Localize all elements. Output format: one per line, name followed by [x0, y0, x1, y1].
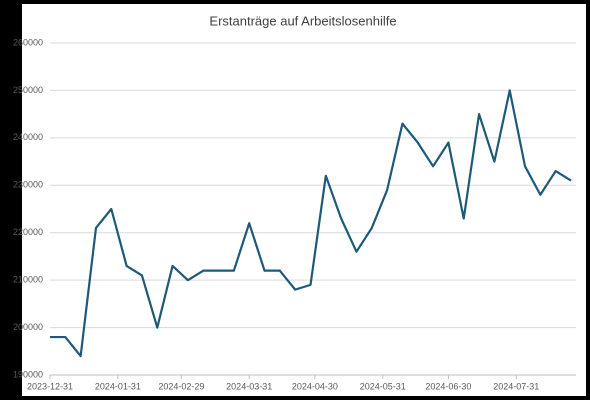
y-tick-label: 220000 [13, 227, 43, 237]
y-tick-label: 240000 [13, 132, 43, 142]
x-tick-label: 2024-07-31 [493, 381, 539, 391]
y-tick-label: 190000 [13, 369, 43, 379]
y-tick-label: 210000 [13, 275, 43, 285]
y-tick-label: 230000 [13, 180, 43, 190]
x-tick-label: 2024-06-30 [425, 381, 471, 391]
y-tick-label: 260000 [13, 37, 43, 47]
chart-area [22, 4, 586, 396]
x-tick-label: 2023-12-31 [27, 381, 73, 391]
x-tick-label: 2024-01-31 [95, 381, 141, 391]
x-tick-label: 2024-02-29 [158, 381, 204, 391]
chart-title: Erstanträge auf Arbeitslosenhilfe [209, 13, 396, 28]
x-tick-label: 2024-03-31 [226, 381, 272, 391]
data-line [50, 89, 572, 358]
y-tick-label: 250000 [13, 85, 43, 95]
x-tick-label: 2024-05-31 [360, 381, 406, 391]
x-tick-label: 2024-04-30 [292, 381, 338, 391]
y-tick-label: 200000 [13, 322, 43, 332]
